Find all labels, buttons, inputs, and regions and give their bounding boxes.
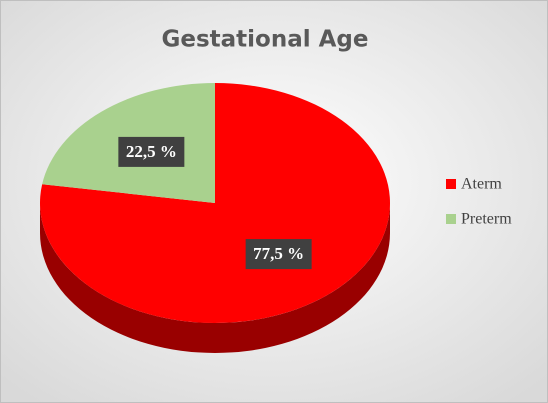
data-label: 77,5 % <box>253 244 304 263</box>
data-label: 22,5 % <box>126 142 177 161</box>
legend-swatch <box>446 179 456 189</box>
legend-label: Preterm <box>461 211 512 228</box>
legend-label: Aterm <box>461 176 502 193</box>
legend-swatch <box>446 214 456 224</box>
data-label-box <box>245 239 312 270</box>
data-label-box <box>118 136 185 167</box>
chart-title: Gestational Age <box>161 27 368 53</box>
pie-side <box>40 203 390 353</box>
